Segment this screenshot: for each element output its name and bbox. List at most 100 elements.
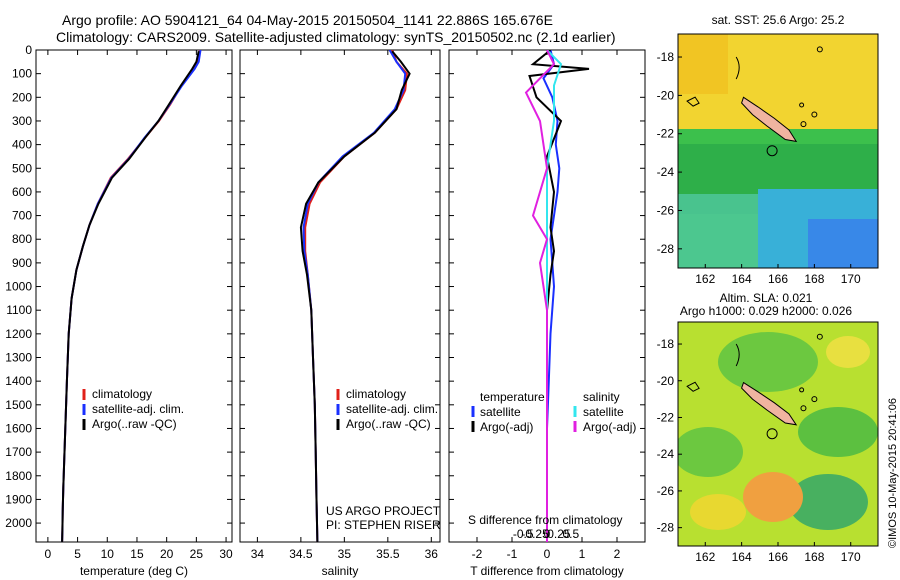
y-tick-label: 1900 [5,492,32,506]
x-tick-label: 0 [45,547,52,561]
island-outline [811,111,818,118]
y-tick-label: 900 [12,256,32,270]
s-tick-label: 0.25 [547,527,571,541]
y-tick-label: 1700 [5,445,32,459]
map-y-tick-label: -18 [657,50,675,64]
legend-label: satellite-adj. clim. [346,402,438,416]
y-tick-label: 2000 [5,516,32,530]
s-tick-label: -0.5 [513,527,534,541]
sla-low-patch [678,427,743,477]
island-outline [741,381,798,426]
map-x-tick-label: 162 [695,550,715,564]
s-tick-label: -0.25 [521,527,549,541]
x-tick-label: -2 [472,547,483,561]
island-outline [741,96,798,143]
s-tick-label: 0 [544,527,551,541]
map-y-tick-label: -18 [657,337,675,351]
map-x-tick-label: 168 [804,550,824,564]
y-tick-label: 1400 [5,374,32,388]
legend-title-salinity: salinity [583,390,620,404]
y-tick-label: 800 [12,232,32,246]
y-tick-label: 300 [12,114,32,128]
y-tick-label: 1100 [6,303,32,317]
legend-label: climatology [346,387,406,401]
map-y-tick-label: -20 [657,374,675,388]
reef-outline [735,343,740,367]
map-x-tick-label: 164 [732,550,752,564]
legend-label: Argo(..raw -QC) [92,417,177,431]
map-y-tick-label: -26 [657,484,675,498]
panel-frame [35,49,233,543]
legend-label: Argo(-adj) [480,420,533,434]
sla-low-patch [718,332,818,392]
sst-warm-patch [678,34,728,94]
s-tick-label: 0.5 [562,527,579,541]
x-tick-label: 20 [160,547,174,561]
legend-title-temperature: temperature [480,390,545,404]
x-tick-label: 1 [579,547,586,561]
argo-position-marker [766,428,778,440]
figure-title-line1: Argo profile: AO 5904121_64 04-May-2015 … [62,12,553,28]
y-tick-label: 0 [25,43,32,57]
x-tick-label: 5 [74,547,81,561]
legend-label: Argo(-adj) [583,420,636,434]
legend-label: climatology [92,387,152,401]
map-x-tick-label: 170 [841,550,861,564]
x-tick-label: 2 [614,547,621,561]
y-tick-label: 1000 [5,280,32,294]
map-y-tick-label: -22 [657,410,675,424]
map-panel-2: 162 164 166 168 170 -18 -20 -22 -24 -26 -28 Altim. … [657,291,879,564]
series-line-argo---raw--qc- [299,50,411,542]
profile-panel-3: -2 -1 0 1 2 T difference from climatology temp… [448,49,646,578]
y-tick-label: 1800 [5,469,32,483]
y-tick-label: 1500 [5,398,32,412]
y-tick-label: 400 [12,138,32,152]
reef-outline [735,56,740,80]
sla-low-patch [788,474,868,530]
sla-mid-patch [690,494,746,530]
series-group [524,50,590,542]
map-title-line1: Altim. SLA: 0.021 [720,291,813,305]
map-y-tick-label: -24 [657,447,675,461]
island-outline [800,121,807,128]
sla-mid-patch [826,336,870,368]
island-outline [811,396,818,403]
y-tick-label: 600 [12,185,32,199]
reef-outline [686,381,700,392]
x-tick-label: 35 [338,547,352,561]
sst-teal-patch [678,194,758,268]
map-y-tick-label: -24 [657,165,675,179]
map-panel-1: 162 164 166 168 170 -18 -20 -22 -24 -26 -28 sat. SS… [657,13,879,286]
x-tick-label: 34.5 [289,547,313,561]
island-outline [816,333,823,340]
y-tick-label: 200 [12,90,32,104]
legend-label: Argo(..raw -QC) [346,417,431,431]
argo-position-marker [766,145,778,157]
x-axis-label: salinity [322,564,359,578]
profile-panel-2: 34 34.5 35 35.5 36 salinity climatologysatelli… [239,49,441,578]
sla-low-patch [798,407,878,457]
y-tick-label: 1300 [5,351,32,365]
sst-coolest-patch [808,219,878,268]
x-tick-label: -1 [507,547,518,561]
x-axis-label: T difference from climatology [470,564,624,578]
series-line-argo---raw--qc- [61,50,200,542]
island-outline [800,405,807,412]
legend-label: satellite [480,405,521,419]
map-y-tick-label: -28 [657,242,675,256]
legend-label: satellite [583,405,624,419]
profile-panel-1: 0 5 10 15 20 25 30 temperature (deg C) 0 100 200 30… [5,43,233,578]
map-y-tick-label: -20 [657,88,675,102]
project-annotation: US ARGO PROJECT [326,504,441,518]
y-tick-label: 100 [12,67,32,81]
x-tick-label: 34 [251,547,265,561]
x-tick-label: 0 [544,547,551,561]
map-field [678,322,878,546]
x-tick-label: 30 [219,547,233,561]
y-tick-label: 500 [12,161,32,175]
y-tick-label: 1600 [5,421,32,435]
map-x-tick-label: 166 [768,550,788,564]
